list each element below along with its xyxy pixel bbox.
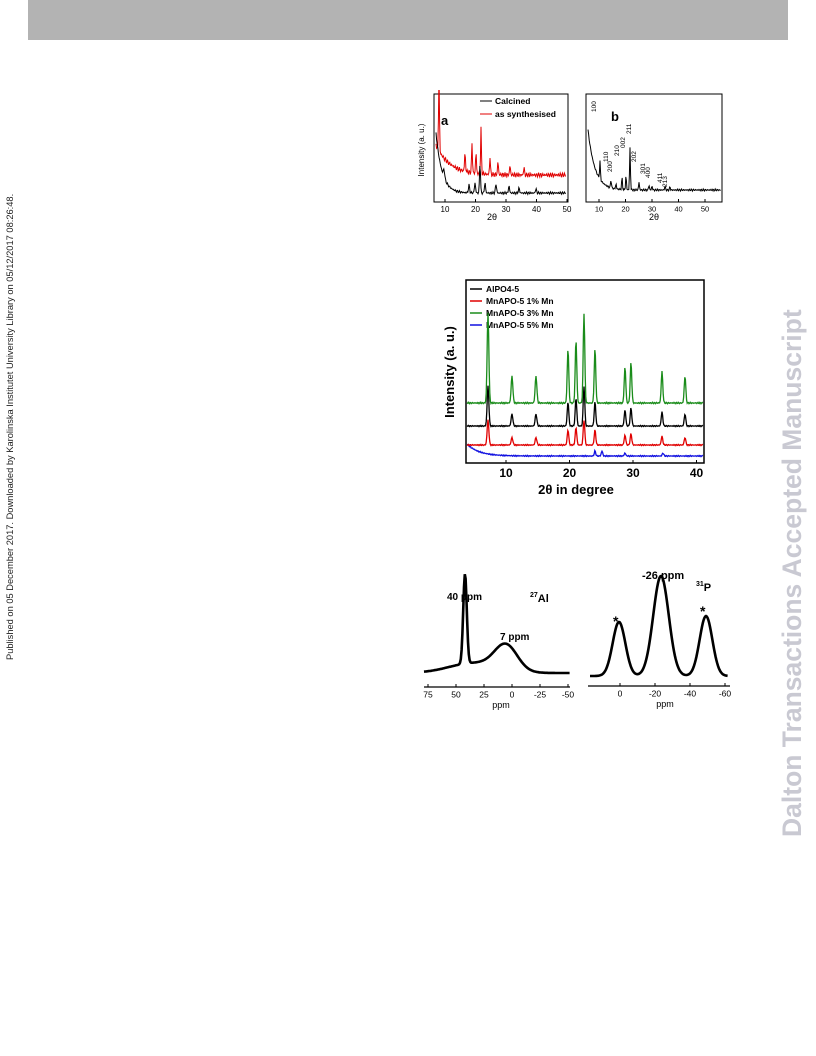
x-tick-label: 10	[441, 205, 450, 214]
x-tick-label: 75	[423, 690, 433, 700]
nucleus-label: 27Al	[530, 592, 549, 605]
x-tick-label: 0	[618, 689, 623, 699]
x-axis-ticks: 10 20 30 40 50	[441, 199, 572, 214]
nucleus-mass: 31	[696, 581, 704, 588]
nucleus-label: 31P	[696, 581, 711, 594]
peak-label-26: -26 ppm	[642, 570, 684, 582]
mnapo-3pct-pattern	[466, 312, 704, 406]
alpo-pattern	[466, 385, 704, 428]
sideband-marker-right: *	[700, 603, 706, 619]
x-axis-ticks: 0 -20 -40 -60	[618, 683, 732, 699]
x-axis-label: 2θ	[649, 212, 659, 222]
sideband-marker-left: *	[613, 613, 619, 629]
x-axis-label: 2θ	[487, 212, 497, 222]
x-tick-label: 25	[479, 690, 489, 700]
legend-mn1: MnAPO-5 1% Mn	[486, 296, 554, 306]
publication-note-text: Published on 05 December 2017. Downloade…	[5, 194, 15, 660]
peak-index-label: 411	[657, 172, 664, 183]
mnapo-1pct-pattern	[466, 419, 704, 447]
y-axis-label: Intensity (a. u.)	[417, 123, 426, 176]
peak-index-label: 100	[591, 101, 598, 112]
peak-index-label: 400	[645, 167, 652, 178]
calcined-pattern-indexed	[587, 129, 721, 193]
calcined-pattern	[435, 132, 567, 196]
legend-mn3: MnAPO-5 3% Mn	[486, 308, 554, 318]
journal-watermark: Dalton Transactions Accepted Manuscript	[770, 200, 810, 840]
peak-index-label: 202	[631, 151, 638, 162]
peak-index-label: 110	[603, 151, 610, 162]
x-tick-label: 10	[595, 205, 603, 214]
x-tick-label: 50	[451, 690, 461, 700]
p-spectrum	[590, 574, 728, 678]
x-tick-label: -50	[562, 690, 575, 700]
x-tick-label: -60	[719, 689, 732, 699]
legend-as-synthesised: as synthesised	[495, 109, 556, 119]
x-axis-ticks: 10 20 30 40 50	[595, 199, 709, 214]
peak-index-label: 301	[640, 163, 647, 174]
x-tick-label: 40	[674, 205, 682, 214]
figure-p-nmr: 0 -20 -40 -60 ppm -26 ppm 31P * *	[588, 570, 732, 709]
x-tick-label: 10	[499, 466, 513, 480]
legend-mn5: MnAPO-5 5% Mn	[486, 320, 554, 330]
as-synthesised-pattern	[435, 90, 567, 180]
x-tick-label: 20	[471, 205, 480, 214]
x-tick-label: -25	[534, 690, 547, 700]
peak-index-label: 002	[620, 137, 627, 148]
x-axis-ticks: 10 20 30 40	[499, 460, 703, 480]
panel-label: a	[441, 113, 449, 128]
x-tick-label: 30	[626, 466, 640, 480]
watermark-text: Dalton Transactions Accepted Manuscript	[777, 309, 807, 837]
x-tick-label: 50	[701, 205, 709, 214]
x-tick-label: 0	[510, 690, 515, 700]
peak-label-7: 7 ppm	[500, 632, 530, 643]
plot-frame	[465, 279, 705, 464]
x-axis-ticks: 75 50 25 0 -25 -50	[423, 684, 574, 700]
x-tick-label: -40	[684, 689, 697, 699]
header-bar	[28, 0, 788, 40]
x-tick-label: 30	[648, 205, 656, 214]
legend-calcined: Calcined	[495, 96, 530, 106]
plot-frame	[585, 93, 723, 203]
legend: AlPO4-5 MnAPO-5 1% Mn MnAPO-5 3% Mn MnAP…	[470, 284, 554, 330]
x-tick-label: 20	[621, 205, 629, 214]
x-tick-label: 40	[690, 466, 704, 480]
legend-alpo: AlPO4-5	[486, 284, 519, 294]
x-axis-label: 2θ in degree	[538, 482, 614, 497]
panel-label: b	[611, 109, 619, 124]
figure-al-nmr: 75 50 25 0 -25 -50 ppm 40 ppm 7 ppm 27Al	[423, 573, 574, 710]
nucleus-symbol: P	[704, 582, 711, 594]
peak-index-label: 211	[626, 123, 633, 134]
mnapo-5pct-pattern	[466, 443, 704, 458]
y-axis-label: Intensity (a. u.)	[442, 326, 457, 418]
x-tick-label: 50	[563, 205, 572, 214]
plot-frame	[433, 93, 569, 203]
x-tick-label: -20	[649, 689, 662, 699]
peak-index-label: 200	[607, 161, 614, 172]
nucleus-mass: 27	[530, 592, 538, 599]
peak-index-label: 210	[614, 145, 621, 156]
x-axis-label: ppm	[492, 700, 510, 710]
peak-index-label: 213	[662, 176, 669, 187]
x-tick-label: 30	[502, 205, 511, 214]
al-spectrum	[423, 573, 570, 675]
nucleus-symbol: Al	[538, 593, 549, 605]
x-tick-label: 20	[563, 466, 577, 480]
x-axis-label: ppm	[656, 699, 674, 709]
x-tick-label: 40	[532, 205, 541, 214]
publication-note: Published on 05 December 2017. Downloade…	[2, 194, 16, 660]
figure-c-xrd-series: 10 20 30 40 Intensity (a. u.) 2θ in degree …	[442, 279, 705, 497]
figure-a-xrd: 10 20 30 40 50 Intensity (a. u.) 2θ a Calcin…	[417, 90, 572, 222]
